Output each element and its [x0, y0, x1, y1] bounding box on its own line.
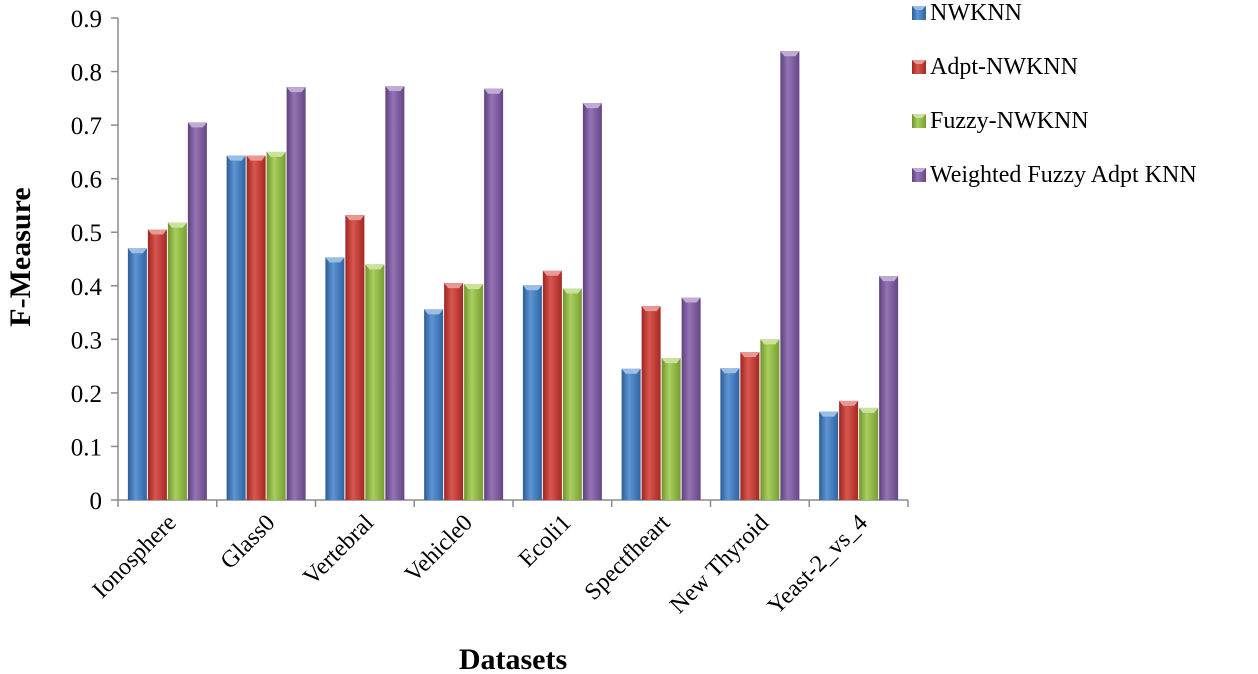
- x-tick-label: Vehicle0: [400, 510, 478, 588]
- bar: [484, 88, 504, 501]
- bar: [621, 368, 641, 500]
- x-tick-label: Vertebral: [299, 510, 380, 591]
- bar: [681, 297, 701, 500]
- bar: [859, 407, 879, 500]
- bar: [661, 358, 681, 500]
- legend-item: Adpt-NWKNN: [912, 54, 1078, 80]
- bar: [839, 400, 859, 500]
- x-tick-label: Spectfheart: [580, 510, 676, 606]
- y-tick-label: 0.8: [71, 60, 102, 87]
- bar: [819, 411, 839, 500]
- bar: [562, 288, 582, 500]
- bar: [266, 151, 286, 500]
- bar: [444, 283, 464, 500]
- bar: [760, 339, 780, 500]
- y-tick-label: 0.9: [71, 6, 102, 33]
- y-axis-title: F-Measure: [4, 187, 37, 326]
- legend: NWKNN Adpt-NWKNN Fuzzy-NWKNN Weighted Fuzzy…: [912, 0, 1197, 188]
- y-tick-label: 0.6: [71, 167, 102, 194]
- bar: [226, 155, 246, 501]
- x-tick-label: New Thyroid: [665, 510, 774, 619]
- bar: [720, 368, 740, 500]
- legend-label: NWKNN: [930, 0, 1022, 26]
- y-tick-label: 0.1: [71, 434, 102, 461]
- bars: [127, 51, 899, 501]
- legend-item: Weighted Fuzzy Adpt KNN: [912, 162, 1197, 188]
- x-tick-label: Ecoli1: [514, 510, 577, 573]
- bar: [879, 276, 899, 500]
- y-tick-label: 0.4: [71, 274, 103, 301]
- bar: [187, 122, 207, 500]
- bar: [582, 103, 602, 501]
- x-tick-label: Ionosphere: [88, 510, 182, 604]
- bar: [424, 309, 444, 500]
- x-tick-label: Glass0: [216, 510, 281, 575]
- bar: [345, 215, 365, 500]
- legend-label: Adpt-NWKNN: [930, 54, 1078, 80]
- bar: [286, 87, 306, 500]
- y-tick-label: 0: [90, 488, 103, 515]
- bar: [246, 155, 266, 501]
- bar: [780, 51, 800, 501]
- y-tick-label: 0.3: [71, 327, 102, 354]
- bar: [365, 264, 385, 500]
- x-axis-title: Datasets: [459, 643, 567, 674]
- bar: [641, 306, 661, 500]
- legend-item: Fuzzy-NWKNN: [912, 108, 1089, 134]
- bar: [464, 284, 484, 500]
- bar: [167, 222, 187, 501]
- y-tick-label: 0.7: [71, 113, 102, 140]
- bar: [325, 257, 345, 500]
- bar: [740, 352, 760, 500]
- legend-label: Weighted Fuzzy Adpt KNN: [930, 162, 1197, 188]
- bar: [522, 285, 542, 500]
- bar: [385, 86, 405, 500]
- y-tick-label: 0.2: [71, 381, 102, 408]
- bar: [147, 229, 167, 501]
- legend-item: NWKNN: [912, 0, 1022, 26]
- bar: [542, 270, 562, 500]
- x-tick-label: Yeast-2_vs_4: [763, 510, 873, 620]
- bar: [127, 248, 147, 500]
- legend-label: Fuzzy-NWKNN: [930, 108, 1089, 134]
- y-tick-label: 0.5: [71, 220, 102, 247]
